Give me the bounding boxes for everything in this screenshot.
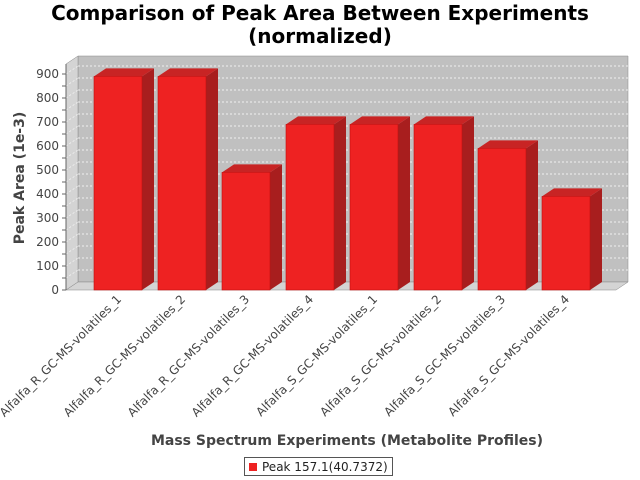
bar-outline	[157, 76, 207, 291]
y-tick-label: 900	[36, 67, 59, 81]
y-axis: 0 100 200 300 400 500 600 700 800 900	[36, 64, 67, 297]
legend: Peak 157.1(40.7372)	[244, 457, 393, 476]
bar-top	[222, 164, 282, 173]
gridline-side	[65, 65, 79, 75]
gridline-side	[65, 221, 79, 231]
bar-top	[478, 140, 538, 149]
y-tick-label: 600	[36, 139, 59, 153]
chart-title-line-2: (normalized)	[248, 24, 392, 48]
gridline-side	[65, 137, 79, 147]
bar-2	[157, 68, 218, 291]
gridline-side	[65, 149, 79, 159]
y-tick-label: 400	[36, 187, 59, 201]
bar-front	[158, 76, 206, 291]
bar-front	[286, 124, 334, 291]
gridline-side	[65, 173, 79, 183]
gridline-side	[65, 125, 79, 135]
bar-side	[270, 164, 282, 290]
bar-side	[334, 116, 346, 291]
y-tick-label: 700	[36, 115, 59, 129]
gridline-side	[65, 185, 79, 195]
y-tick-label: 500	[36, 163, 59, 177]
bar-5	[349, 116, 410, 291]
bar-outline	[477, 148, 527, 291]
chart-title: Comparison of Peak Area Between Experime…	[0, 2, 640, 48]
bar-outline	[285, 124, 335, 291]
x-tick-label: Alfalfa_R_GC-MS-volatiles_2	[61, 292, 188, 419]
gridline-side	[65, 197, 79, 207]
x-tick-label: Alfalfa_R_GC-MS-volatiles_1	[0, 292, 124, 419]
bar-outline	[349, 124, 399, 291]
legend-label: Peak 157.1(40.7372)	[262, 459, 388, 474]
x-tick-label: Alfalfa_R_GC-MS-volatiles_4	[189, 292, 316, 419]
gridline-side	[65, 257, 79, 267]
bar-front	[222, 172, 270, 290]
y-tick-label: 0	[51, 283, 59, 297]
y-tick-label: 100	[36, 259, 59, 273]
bar-side	[462, 116, 474, 291]
bar-front	[414, 124, 462, 291]
bar-front	[94, 76, 142, 291]
bar-outline	[541, 196, 591, 291]
x-tick-label: Alfalfa_S_GC-MS-volatiles_4	[445, 292, 572, 419]
legend-swatch	[249, 462, 257, 471]
x-axis-title: Mass Spectrum Experiments (Metabolite Pr…	[151, 433, 543, 449]
bar-outline	[93, 76, 143, 291]
bar-1	[93, 68, 154, 291]
bar-top	[94, 68, 154, 77]
gridline-side	[65, 77, 79, 87]
bar-front	[542, 196, 590, 290]
x-tick-label: Alfalfa_S_GC-MS-volatiles_2	[317, 292, 444, 419]
bar-side	[398, 116, 410, 291]
bar-side	[142, 68, 154, 291]
bar-6	[413, 116, 474, 291]
bar-top	[158, 68, 218, 77]
bar-front	[350, 124, 398, 291]
gridline-side	[65, 113, 79, 123]
x-tick-label: Alfalfa_R_GC-MS-volatiles_3	[125, 292, 252, 419]
bar-top	[286, 116, 346, 125]
bar-side	[590, 188, 602, 290]
bar-outline	[221, 172, 271, 291]
bar-7	[477, 140, 538, 291]
bar-top	[350, 116, 410, 125]
bars	[93, 68, 602, 291]
gridline-side	[65, 269, 79, 279]
bar-side	[206, 68, 218, 291]
y-tick-label: 200	[36, 235, 59, 249]
gridline-side	[65, 101, 79, 111]
bar-8	[541, 188, 602, 291]
y-axis-title: Peak Area (1e-3)	[12, 112, 28, 245]
x-tick-label: Alfalfa_S_GC-MS-volatiles_3	[381, 292, 508, 419]
y-tick-label: 300	[36, 211, 59, 225]
gridline-side	[65, 209, 79, 219]
bar-3	[221, 164, 282, 291]
gridline-side	[65, 89, 79, 99]
bar-front	[478, 148, 526, 290]
bar-top	[542, 188, 602, 197]
y-tick-label: 800	[36, 91, 59, 105]
chart-title-line-1: Comparison of Peak Area Between Experime…	[51, 1, 589, 25]
gridline-side	[65, 233, 79, 243]
gridlines	[65, 65, 628, 279]
bar-top	[414, 116, 474, 125]
x-tick-label: Alfalfa_S_GC-MS-volatiles_1	[253, 292, 380, 419]
x-axis-tick-labels: Alfalfa_R_GC-MS-volatiles_1Alfalfa_R_GC-…	[0, 292, 572, 419]
bar-side	[526, 140, 538, 290]
bar-4	[285, 116, 346, 291]
gridline-side	[65, 161, 79, 171]
bar-outline	[413, 124, 463, 291]
gridline-side	[65, 245, 79, 255]
